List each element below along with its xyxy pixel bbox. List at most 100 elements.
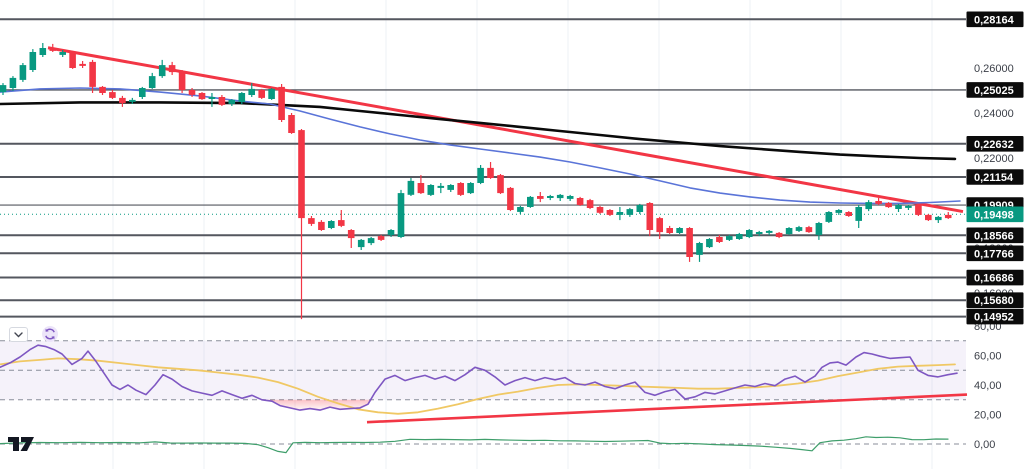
candle bbox=[517, 207, 524, 212]
candle bbox=[666, 228, 673, 233]
candle bbox=[765, 230, 773, 233]
rsi-axis-tick: 20,00 bbox=[974, 410, 1002, 422]
candle bbox=[79, 63, 86, 66]
candle bbox=[228, 99, 236, 104]
tradingview-logo-icon bbox=[8, 437, 34, 451]
candle bbox=[367, 238, 375, 244]
tradingview-logo[interactable] bbox=[7, 435, 35, 453]
candle bbox=[626, 209, 634, 215]
price-level-label-text: 0,28164 bbox=[974, 14, 1015, 26]
candle bbox=[129, 99, 136, 102]
candle bbox=[298, 130, 305, 219]
candle bbox=[139, 88, 146, 97]
candle bbox=[39, 48, 47, 55]
price-level-label-text: 0,25025 bbox=[974, 85, 1014, 97]
candle bbox=[586, 200, 594, 208]
rsi-axis-tick: 0,00 bbox=[974, 439, 995, 451]
candle bbox=[288, 115, 295, 133]
candle bbox=[556, 194, 564, 199]
candle bbox=[0, 85, 7, 93]
candle bbox=[696, 243, 703, 255]
candle bbox=[616, 212, 624, 215]
candle bbox=[497, 175, 504, 194]
candle bbox=[89, 61, 96, 87]
candle bbox=[248, 88, 255, 95]
candle bbox=[328, 221, 335, 228]
rsi-axis-tick: 60,00 bbox=[974, 351, 1002, 363]
price-level-label-box bbox=[966, 82, 1024, 98]
candlestick-series bbox=[0, 43, 952, 320]
candle bbox=[258, 90, 265, 98]
candle bbox=[785, 228, 793, 235]
candle bbox=[467, 183, 474, 194]
candle bbox=[308, 218, 315, 224]
price-level-label-text: 0,15680 bbox=[974, 295, 1014, 307]
candle bbox=[835, 210, 843, 213]
moving-average-200 bbox=[0, 101, 957, 161]
candle bbox=[268, 88, 275, 99]
candle bbox=[716, 237, 723, 242]
candle bbox=[9, 77, 17, 88]
candle bbox=[318, 221, 325, 230]
axis-mask bbox=[966, 321, 1024, 469]
candle bbox=[507, 187, 514, 210]
candle bbox=[487, 167, 494, 178]
price-level-label-text: 0,22632 bbox=[974, 139, 1014, 151]
pane-collapse-button[interactable] bbox=[9, 327, 28, 342]
candle bbox=[387, 230, 395, 235]
candle bbox=[606, 210, 614, 215]
last-price-label-box bbox=[966, 206, 1024, 223]
candle bbox=[178, 72, 186, 90]
candle bbox=[895, 205, 902, 209]
candle bbox=[596, 207, 604, 213]
candle bbox=[148, 76, 156, 88]
price-level-label-box bbox=[966, 292, 1024, 308]
candle bbox=[736, 234, 743, 239]
candle bbox=[59, 52, 66, 55]
candle bbox=[636, 205, 644, 212]
candle bbox=[447, 185, 454, 190]
candle bbox=[805, 227, 813, 233]
chevron-down-icon bbox=[14, 331, 23, 337]
candle bbox=[935, 216, 942, 221]
candle bbox=[397, 193, 405, 237]
price-level-label-box bbox=[966, 308, 1024, 325]
candle bbox=[795, 227, 803, 231]
candle bbox=[646, 203, 654, 230]
price-level-label-text: 0,14952 bbox=[974, 312, 1014, 324]
candle bbox=[69, 52, 76, 68]
candle bbox=[29, 52, 37, 70]
refresh-icon bbox=[45, 328, 55, 340]
candle bbox=[845, 212, 852, 216]
candle bbox=[925, 214, 932, 221]
candle bbox=[825, 212, 833, 222]
candle bbox=[686, 228, 693, 257]
price-level-label-text: 0,17766 bbox=[974, 248, 1014, 260]
candle bbox=[676, 228, 683, 233]
price-axis[interactable]: 0,281640,250250,226320,211540,199090,185… bbox=[966, 11, 1024, 325]
candle bbox=[198, 93, 206, 100]
price-level-label-box bbox=[966, 269, 1024, 286]
candle bbox=[547, 196, 554, 198]
rsi-ma-line bbox=[0, 357, 956, 415]
price-level-label-text: 0,16686 bbox=[974, 273, 1014, 285]
oscillator-line bbox=[0, 436, 949, 454]
candle bbox=[347, 230, 355, 239]
candle bbox=[576, 198, 584, 205]
candle bbox=[885, 203, 892, 208]
candle bbox=[775, 232, 783, 237]
candle bbox=[905, 205, 912, 208]
candle bbox=[726, 236, 733, 240]
candle bbox=[417, 183, 425, 194]
indicator-refresh-button[interactable] bbox=[42, 326, 58, 342]
candle bbox=[746, 230, 753, 237]
candle bbox=[19, 65, 27, 80]
candle bbox=[278, 86, 285, 120]
candle bbox=[656, 218, 663, 233]
candle bbox=[377, 236, 385, 240]
candle bbox=[49, 48, 57, 51]
candle bbox=[755, 232, 763, 234]
candle bbox=[457, 183, 464, 195]
